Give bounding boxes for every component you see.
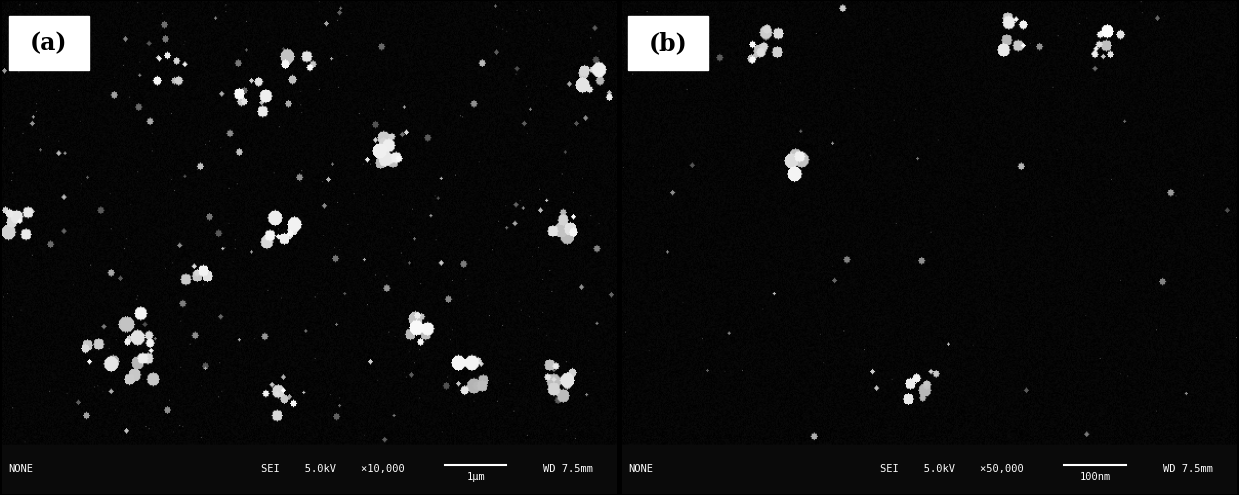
- Text: NONE: NONE: [628, 464, 653, 474]
- Text: NONE: NONE: [9, 464, 33, 474]
- Text: (b): (b): [649, 31, 688, 55]
- Text: 100nm: 100nm: [1079, 472, 1111, 482]
- Text: SEI    5.0kV    ×10,000: SEI 5.0kV ×10,000: [260, 464, 404, 474]
- Text: WD 7.5mm: WD 7.5mm: [1162, 464, 1213, 474]
- Text: SEI    5.0kV    ×50,000: SEI 5.0kV ×50,000: [880, 464, 1023, 474]
- Text: WD 7.5mm: WD 7.5mm: [543, 464, 593, 474]
- Text: (a): (a): [30, 31, 67, 55]
- Bar: [628, 16, 707, 70]
- Bar: [9, 16, 88, 70]
- Text: 1μm: 1μm: [466, 472, 484, 482]
